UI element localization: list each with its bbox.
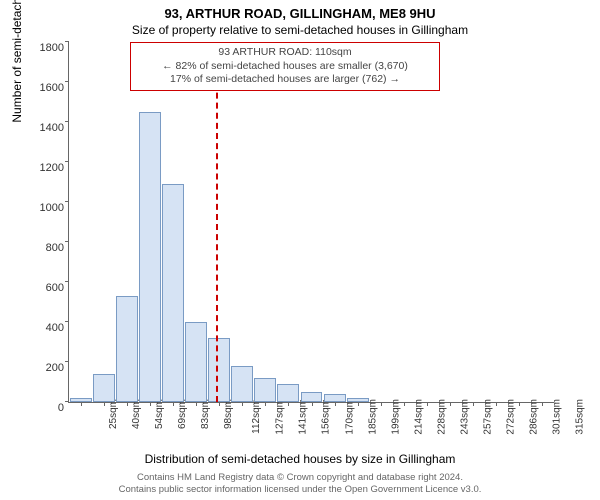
x-tick-mark — [219, 402, 220, 406]
y-tick-mark — [65, 321, 69, 322]
x-tick-label: 83sqm — [200, 399, 211, 429]
x-tick-mark — [542, 402, 543, 406]
y-tick-label: 1000 — [40, 202, 64, 214]
x-tick-label: 301sqm — [552, 399, 563, 435]
annotation-line3: 17% of semi-detached houses are larger (… — [135, 73, 435, 87]
x-tick-label: 214sqm — [413, 399, 424, 435]
x-tick-label: 54sqm — [154, 399, 165, 429]
x-tick-label: 69sqm — [177, 399, 188, 429]
x-tick-mark — [196, 402, 197, 406]
x-tick-mark — [288, 402, 289, 406]
x-axis-label: Distribution of semi-detached houses by … — [0, 452, 600, 466]
footer-attribution: Contains HM Land Registry data © Crown c… — [0, 472, 600, 496]
histogram-bar — [116, 296, 138, 402]
annotation-line1: 93 ARTHUR ROAD: 110sqm — [135, 46, 435, 60]
histogram-bar — [277, 384, 299, 402]
histogram-bar — [208, 338, 230, 402]
x-tick-label: 185sqm — [367, 399, 378, 435]
y-tick-mark — [65, 241, 69, 242]
y-tick-label: 1400 — [40, 122, 64, 134]
y-tick-label: 800 — [46, 242, 64, 254]
histogram-bar — [301, 392, 323, 402]
x-tick-label: 257sqm — [483, 399, 494, 435]
x-tick-label: 199sqm — [390, 399, 401, 435]
x-tick-label: 112sqm — [251, 399, 262, 434]
y-tick-label: 1800 — [40, 42, 64, 54]
x-tick-mark — [312, 402, 313, 406]
chart-container: 93, ARTHUR ROAD, GILLINGHAM, ME8 9HU Siz… — [0, 0, 600, 500]
x-tick-mark — [265, 402, 266, 406]
x-tick-label: 243sqm — [460, 399, 471, 435]
x-tick-label: 315sqm — [575, 399, 586, 435]
reference-line — [216, 42, 218, 402]
x-tick-mark — [450, 402, 451, 406]
x-tick-mark — [335, 402, 336, 406]
y-tick-label: 600 — [46, 282, 64, 294]
y-tick-mark — [65, 81, 69, 82]
x-tick-mark — [404, 402, 405, 406]
y-axis-label: Number of semi-detached properties — [10, 0, 24, 123]
x-tick-label: 272sqm — [506, 399, 517, 435]
x-tick-label: 228sqm — [436, 399, 447, 435]
x-tick-label: 170sqm — [344, 399, 355, 435]
x-tick-label: 40sqm — [131, 399, 142, 429]
histogram-bar — [231, 366, 253, 402]
x-tick-mark — [427, 402, 428, 406]
y-tick-label: 1600 — [40, 82, 64, 94]
y-tick-mark — [65, 41, 69, 42]
x-tick-mark — [104, 402, 105, 406]
x-tick-mark — [242, 402, 243, 406]
x-tick-label: 141sqm — [298, 399, 309, 435]
footer-line2: Contains public sector information licen… — [0, 484, 600, 496]
y-tick-mark — [65, 401, 69, 402]
histogram-bar — [185, 322, 207, 402]
chart-title: 93, ARTHUR ROAD, GILLINGHAM, ME8 9HU — [0, 0, 600, 21]
x-tick-mark — [496, 402, 497, 406]
y-tick-mark — [65, 201, 69, 202]
y-tick-label: 400 — [46, 322, 64, 334]
histogram-bar — [93, 374, 115, 402]
x-tick-mark — [381, 402, 382, 406]
histogram-bar — [139, 112, 161, 402]
footer-line1: Contains HM Land Registry data © Crown c… — [0, 472, 600, 484]
x-tick-label: 25sqm — [108, 399, 119, 429]
annotation-line2: ← 82% of semi-detached houses are smalle… — [135, 60, 435, 74]
plot-area: 02004006008001000120014001600180025sqm40… — [68, 42, 554, 403]
x-tick-label: 98sqm — [223, 399, 234, 429]
x-tick-label: 127sqm — [275, 399, 286, 435]
x-tick-mark — [127, 402, 128, 406]
y-tick-label: 1200 — [40, 162, 64, 174]
y-tick-mark — [65, 281, 69, 282]
y-tick-label: 0 — [58, 402, 64, 414]
x-tick-mark — [173, 402, 174, 406]
y-tick-label: 200 — [46, 362, 64, 374]
x-tick-label: 286sqm — [529, 399, 540, 435]
x-tick-mark — [150, 402, 151, 406]
histogram-bar — [162, 184, 184, 402]
y-tick-mark — [65, 121, 69, 122]
annotation-box: 93 ARTHUR ROAD: 110sqm ← 82% of semi-det… — [130, 42, 440, 91]
chart-subtitle: Size of property relative to semi-detach… — [0, 21, 600, 37]
x-tick-mark — [81, 402, 82, 406]
histogram-bar — [324, 394, 346, 402]
x-tick-mark — [519, 402, 520, 406]
histogram-bar — [254, 378, 276, 402]
y-tick-mark — [65, 161, 69, 162]
x-tick-label: 156sqm — [321, 399, 332, 435]
x-tick-mark — [473, 402, 474, 406]
y-tick-mark — [65, 361, 69, 362]
x-tick-mark — [358, 402, 359, 406]
